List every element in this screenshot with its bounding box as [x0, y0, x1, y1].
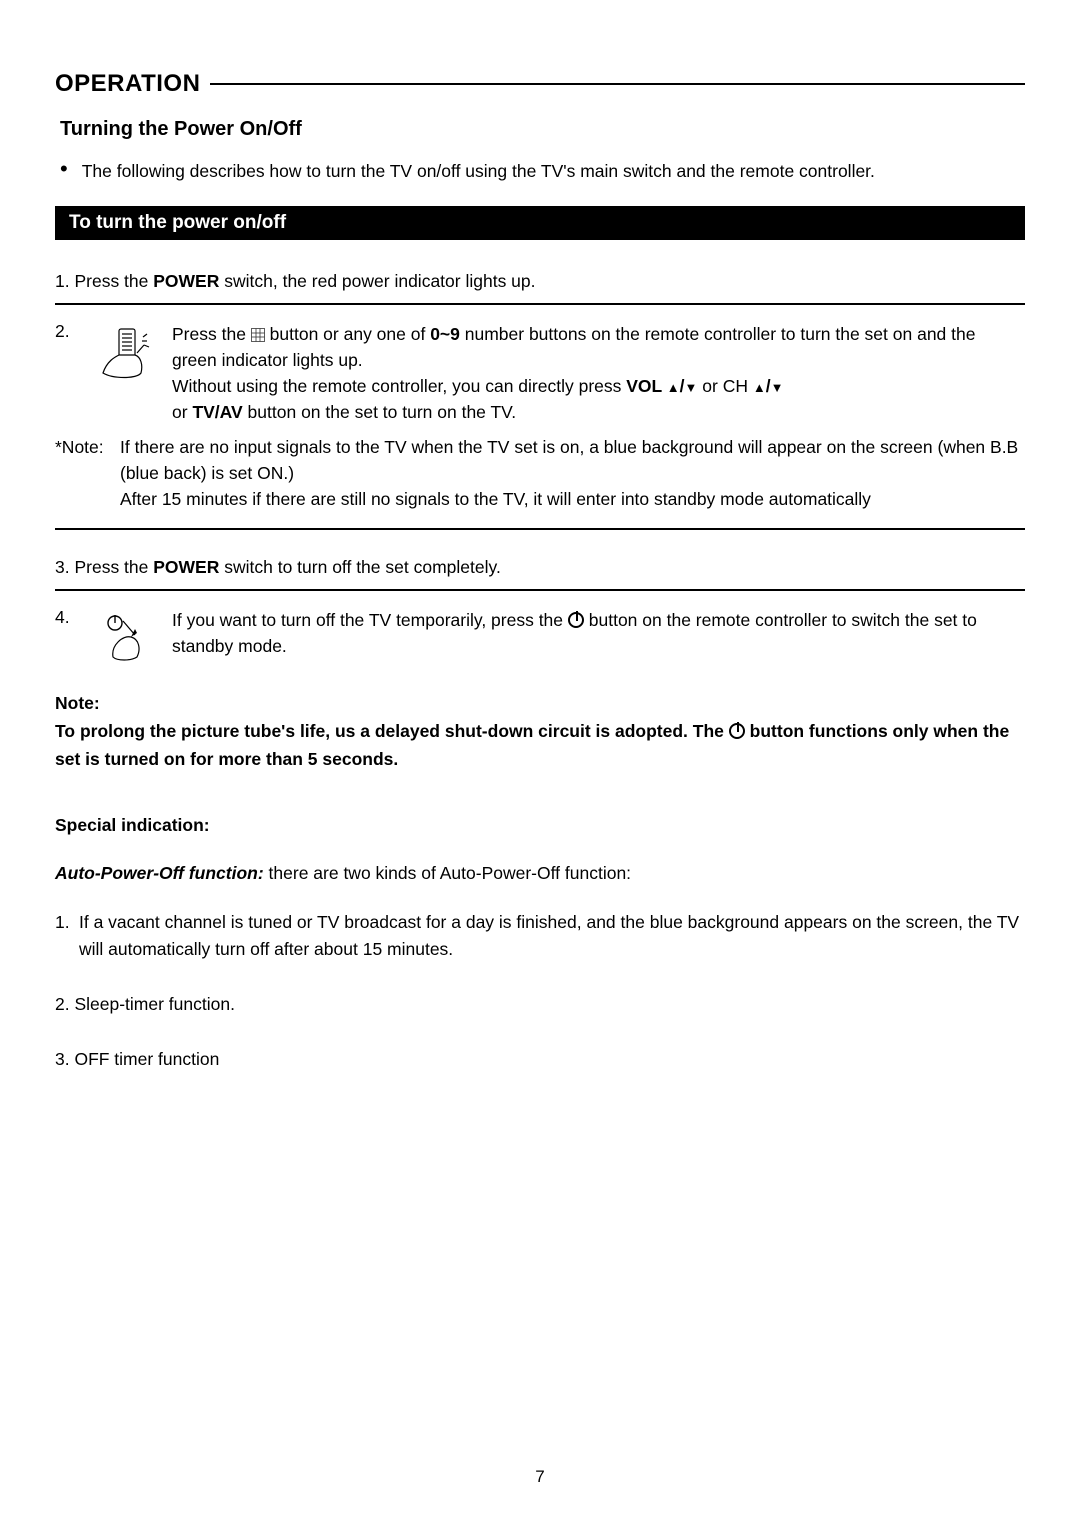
title-rule [210, 83, 1025, 85]
divider-2 [55, 528, 1025, 530]
step3-suffix: switch to turn off the set completely. [219, 557, 500, 577]
remote-hand-icon [97, 327, 153, 381]
power-icon-inline [568, 612, 584, 628]
auto-off-item-1: 1. If a vacant channel is tuned or TV br… [55, 909, 1025, 963]
ch-arrows: / [748, 376, 784, 396]
note-star-body1: If there are no input signals to the TV … [120, 437, 1018, 483]
divider-3 [55, 589, 1025, 591]
auto-off-item-2: 2. Sleep-timer function. [55, 991, 1025, 1018]
auto-off-item-3: 3. OFF timer function [55, 1046, 1025, 1073]
black-heading-bar: To turn the power on/off [55, 206, 1025, 240]
note-star-label: *Note: [55, 434, 120, 513]
final-note-label: Note: [55, 689, 1025, 717]
note-star-body2: After 15 minutes if there are still no s… [120, 489, 871, 509]
s2l1bold: 0~9 [430, 324, 460, 344]
s2l2a: Without using the remote controller, you… [172, 376, 626, 396]
s2l1a: Press the [172, 324, 251, 344]
intro-bullet-row: • The following describes how to turn th… [60, 159, 1025, 184]
bullet-dot-icon: • [60, 159, 68, 184]
s4a: If you want to turn off the TV temporari… [172, 610, 568, 630]
manual-page: OPERATION Turning the Power On/Off • The… [0, 0, 1080, 1527]
final-note-body: To prolong the picture tube's life, us a… [55, 717, 1025, 773]
note-star: *Note: If there are no input signals to … [55, 434, 1025, 513]
final-note-block: Note: To prolong the picture tube's life… [55, 689, 1025, 773]
page-number: 7 [0, 1467, 1080, 1487]
step1-bold: POWER [153, 271, 219, 291]
power-icon-inline-2 [729, 723, 745, 739]
auto-off-text: there are two kinds of Auto-Power-Off fu… [264, 863, 631, 883]
step-4-row: 4. If you want to turn off the TV tempor… [55, 607, 1025, 661]
intro-text: The following describes how to turn the … [82, 159, 875, 184]
fn-a: To prolong the picture tube's life, us a… [55, 721, 724, 741]
step4-text: If you want to turn off the TV temporari… [172, 607, 1025, 661]
step3-prefix: 3. Press the [55, 557, 153, 577]
s2l2mid: or CH [697, 376, 748, 396]
remote-icon-col [77, 321, 172, 426]
step1-suffix: switch, the red power indicator lights u… [219, 271, 535, 291]
grid-icon-inline [251, 328, 265, 342]
vol-arrows: / [662, 376, 698, 396]
standby-hand-icon [101, 613, 149, 661]
special-indication-label: Special indication: [55, 815, 1025, 836]
section-header-row: OPERATION [55, 70, 1025, 98]
s2l1b: button or any one of [265, 324, 430, 344]
step2-text: Press the button or any one of 0~9 numbe… [172, 321, 1025, 426]
step1-prefix: 1. Press the [55, 271, 153, 291]
step-2-row: 2. Press the [55, 321, 1025, 426]
step4-number: 4. [55, 607, 77, 661]
s2l3a: or [172, 402, 192, 422]
s2l3b: button on the set to turn on the TV. [243, 402, 516, 422]
step-1: 1. Press the POWER switch, the red power… [55, 268, 1025, 294]
subtitle: Turning the Power On/Off [60, 118, 1025, 141]
li1-n: 1. [55, 909, 79, 963]
step-3: 3. Press the POWER switch to turn off th… [55, 554, 1025, 580]
auto-off-label: Auto-Power-Off function: [55, 863, 264, 883]
divider-1 [55, 303, 1025, 305]
step2-number: 2. [55, 321, 77, 426]
auto-power-off-line: Auto-Power-Off function: there are two k… [55, 860, 1025, 887]
step3-bold: POWER [153, 557, 219, 577]
s2l3bold: TV/AV [192, 402, 242, 422]
section-title: OPERATION [55, 70, 210, 98]
s2l2bold1: VOL [626, 376, 662, 396]
standby-icon-col [77, 607, 172, 661]
li1-text: If a vacant channel is tuned or TV broad… [79, 909, 1025, 963]
